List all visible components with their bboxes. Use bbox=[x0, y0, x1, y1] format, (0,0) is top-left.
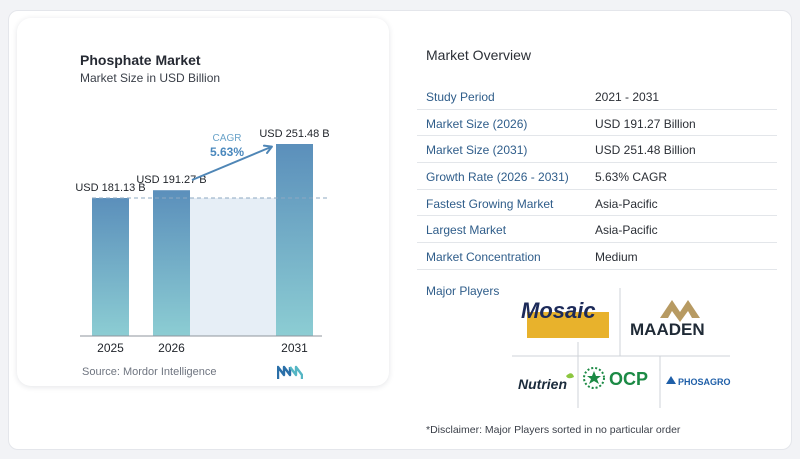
x-tick-label-2025: 2025 bbox=[97, 341, 124, 355]
bar-2025 bbox=[92, 198, 129, 336]
overview-row-label: Market Size (2026) bbox=[426, 116, 528, 131]
overview-row-value: 5.63% CAGR bbox=[595, 170, 668, 185]
cagr-shade bbox=[190, 198, 276, 336]
overview-row-value: 2021 - 2031 bbox=[595, 90, 660, 104]
maaden-logo: MAADEN bbox=[630, 300, 705, 339]
phosagro-logo: PHOSAGRO bbox=[666, 376, 731, 387]
overview-row-label: Study Period bbox=[426, 90, 495, 104]
overview-row-value: Asia-Pacific bbox=[595, 223, 658, 238]
ocp-star-icon bbox=[587, 371, 601, 384]
overview-row: Market Size (2031) USD 251.48 Billion bbox=[417, 136, 777, 164]
overview-row-label: Largest Market bbox=[426, 223, 507, 238]
overview-row: Growth Rate (2026 - 2031) 5.63% CAGR bbox=[417, 163, 777, 190]
mosaic-logo-bar bbox=[527, 312, 609, 338]
data-label-2031: USD 251.48 B bbox=[259, 128, 329, 140]
overview-row-value: USD 191.27 Billion bbox=[595, 116, 696, 131]
overview-row: Fastest Growing Market Asia-Pacific bbox=[417, 190, 777, 217]
bar-2026 bbox=[153, 190, 190, 336]
maaden-logo-text: MAADEN bbox=[630, 320, 705, 339]
overview-title: Market Overview bbox=[426, 47, 532, 63]
cagr-value: 5.63% bbox=[210, 145, 244, 159]
major-players-title: Major Players bbox=[426, 284, 500, 298]
overview-row: Largest Market Asia-Pacific bbox=[417, 216, 777, 244]
nutrien-logo: Nutrien bbox=[518, 373, 574, 392]
maaden-emblem-icon bbox=[660, 300, 700, 322]
overview-row-label: Market Size (2031) bbox=[426, 143, 528, 158]
mosaic-logo: Mosaic bbox=[521, 298, 609, 338]
phosagro-logo-text: PHOSAGRO bbox=[678, 377, 731, 387]
mosaic-logo-text: Mosaic bbox=[521, 298, 596, 323]
ocp-emblem-icon bbox=[583, 367, 605, 389]
ocp-logo-text: OCP bbox=[609, 369, 648, 389]
x-tick-label-2026: 2026 bbox=[158, 341, 185, 355]
bar-2031 bbox=[276, 144, 313, 336]
data-label-2026: USD 191.27 B bbox=[136, 174, 206, 186]
overview-row: Market Size (2026) USD 191.27 Billion bbox=[417, 110, 777, 137]
mordor-intelligence-logo-icon bbox=[277, 365, 303, 379]
source-note: Source: Mordor Intelligence bbox=[82, 366, 217, 378]
overview-row-value: Asia-Pacific bbox=[595, 196, 658, 211]
overview-row: Market Concentration Medium bbox=[417, 243, 777, 270]
cagr-label: CAGR bbox=[213, 133, 242, 144]
ocp-logo: OCP bbox=[583, 367, 648, 389]
overview-row-value: USD 251.48 Billion bbox=[595, 143, 696, 158]
nutrien-leaf-icon bbox=[566, 373, 574, 379]
overview-row-label: Growth Rate (2026 - 2031) bbox=[426, 170, 569, 185]
phosagro-emblem-icon bbox=[666, 376, 676, 384]
x-tick-label-2031: 2031 bbox=[281, 341, 308, 355]
overview-row-value: Medium bbox=[595, 250, 638, 265]
cagr-arrow bbox=[191, 144, 273, 181]
chart-subtitle: Market Size in USD Billion bbox=[80, 71, 221, 85]
overview-row: Study Period 2021 - 2031 bbox=[417, 83, 777, 110]
overview-table: Study Period 2021 - 2031 Market Size (2026… bbox=[417, 83, 777, 270]
data-label-2025: USD 181.13 B bbox=[75, 182, 145, 194]
overview-row-label: Fastest Growing Market bbox=[426, 196, 554, 211]
nutrien-logo-text: Nutrien bbox=[518, 376, 567, 392]
overview-row-label: Market Concentration bbox=[426, 250, 541, 265]
chart-title: Phosphate Market bbox=[80, 52, 201, 68]
disclaimer-note: *Disclaimer: Major Players sorted in no … bbox=[426, 424, 681, 436]
